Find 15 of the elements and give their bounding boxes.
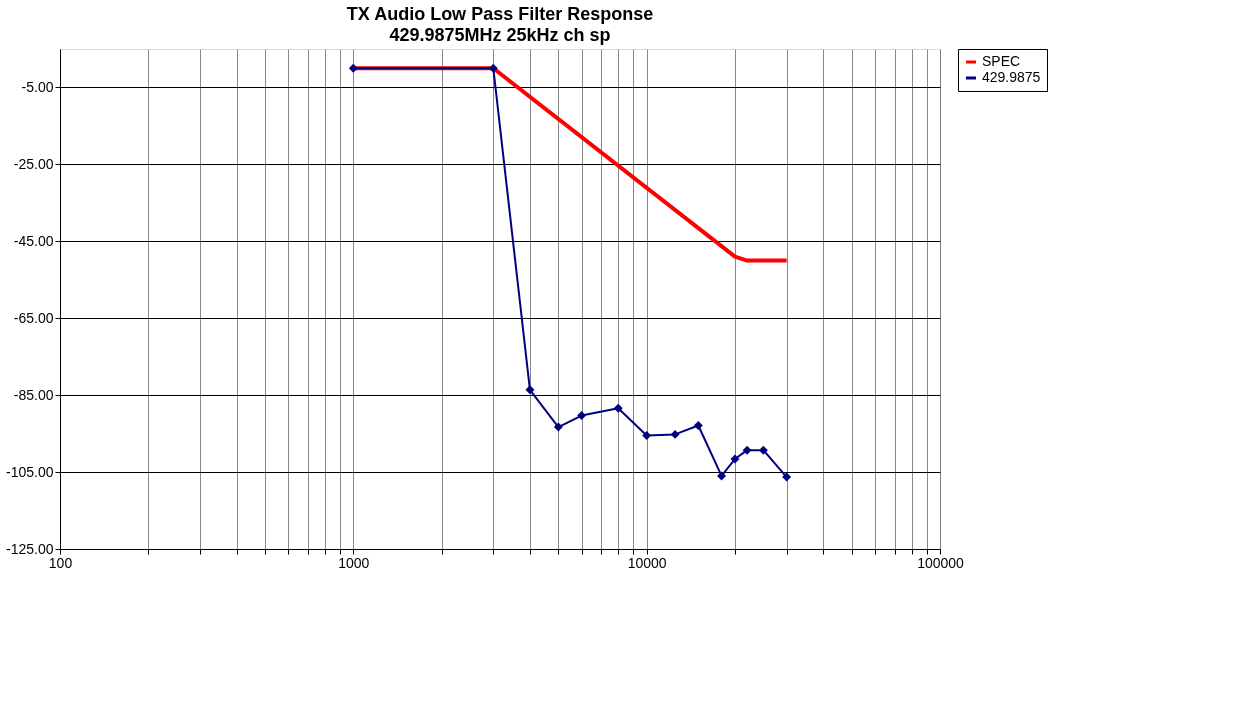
x-tick-label: 100000 bbox=[917, 554, 965, 571]
x-tick-label: 1000 bbox=[338, 554, 370, 571]
y-tick-label: -25.00 bbox=[13, 155, 54, 172]
y-tick-label: -45.00 bbox=[13, 232, 54, 249]
y-tick-label: -5.00 bbox=[21, 78, 54, 95]
y-tick-label: -125.00 bbox=[6, 540, 54, 557]
x-tick-label: 100 bbox=[48, 554, 73, 571]
y-tick-label: -85.00 bbox=[13, 386, 54, 403]
legend-label: 429.9875 bbox=[982, 69, 1041, 85]
chart-title: TX Audio Low Pass Filter Response bbox=[346, 3, 654, 24]
chart-subtitle: 429.9875MHz 25kHz ch sp bbox=[389, 24, 611, 45]
y-tick-label: -65.00 bbox=[13, 309, 54, 326]
y-tick-label: -105.00 bbox=[6, 463, 54, 480]
x-tick-label: 10000 bbox=[627, 554, 667, 571]
legend-label: SPEC bbox=[982, 53, 1021, 69]
